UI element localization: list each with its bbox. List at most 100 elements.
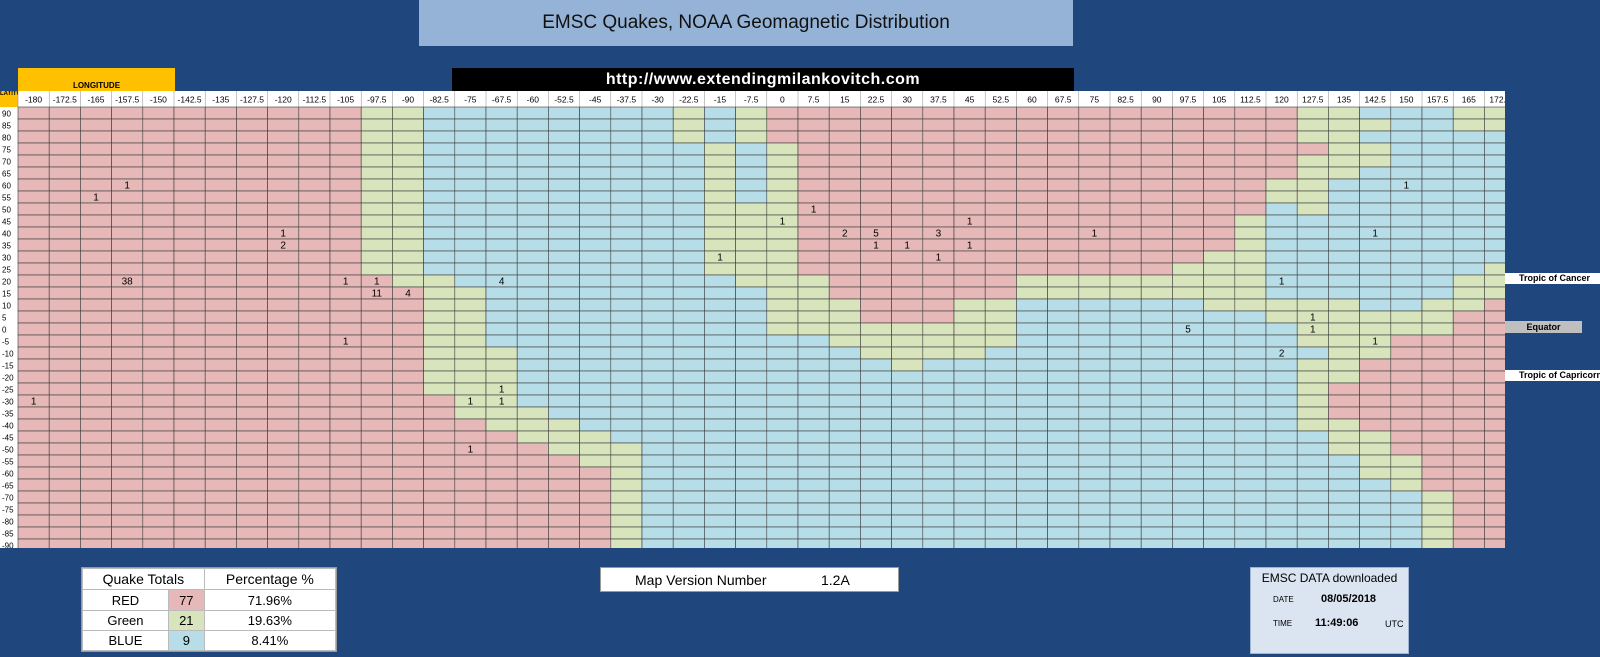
grid-cell: [204, 490, 237, 504]
grid-cell: [1016, 478, 1048, 492]
grid-cell: [485, 478, 518, 492]
grid-cell: [1359, 106, 1392, 120]
grid-cell: [1390, 394, 1423, 408]
grid-cell: [111, 130, 144, 144]
grid-cell: [1203, 298, 1236, 312]
grid-cell: [735, 442, 768, 456]
grid-cell: [236, 538, 268, 548]
grid-cell: [1296, 442, 1329, 456]
website-url[interactable]: http://www.extendingmilankovitch.com: [452, 68, 1074, 91]
grid-cell: [1078, 118, 1111, 132]
grid-cell: [204, 514, 237, 528]
grid-cell: [1452, 514, 1485, 528]
grid-cell: [267, 190, 300, 204]
grid-cell: [610, 118, 643, 132]
blue-percent: 8.41%: [203, 629, 337, 652]
latitude-tick: 25: [2, 266, 11, 275]
grid-cell: [860, 250, 892, 264]
grid-cell: [17, 106, 50, 120]
grid-cell: [48, 214, 81, 228]
grid-cell: [1328, 334, 1360, 348]
grid-cell: [735, 202, 768, 216]
grid-cell: [735, 454, 768, 468]
grid-cell: [860, 298, 892, 312]
grid-cell: [1359, 154, 1392, 168]
grid-cell: [485, 262, 518, 276]
grid-cell: [953, 334, 986, 348]
grid-cell: [641, 106, 674, 120]
grid-cell: [1328, 214, 1360, 228]
grid-cell: [111, 346, 144, 360]
grid-cell: [1016, 514, 1048, 528]
grid-cell: [641, 502, 674, 516]
grid-cell: [1390, 202, 1423, 216]
grid-cell: [641, 514, 674, 528]
grid-cell: [173, 442, 206, 456]
grid-cell: [516, 214, 549, 228]
grid-cell: [1265, 322, 1298, 336]
grid-cell: [1109, 106, 1142, 120]
grid-cell: [1203, 118, 1236, 132]
grid-cell: [1452, 490, 1485, 504]
grid-cell: [1265, 190, 1298, 204]
grid-cell: [704, 454, 736, 468]
grid-cell: [1265, 514, 1298, 528]
grid-cell: [860, 334, 892, 348]
grid-cell: [735, 118, 768, 132]
grid-cell: [1203, 454, 1236, 468]
grid-cell: [610, 202, 643, 216]
longitude-tick: -45: [589, 95, 602, 105]
longitude-tick: -157.5: [115, 95, 139, 105]
grid-cell: [204, 334, 237, 348]
grid-cell: [423, 310, 456, 324]
grid-cell: [828, 118, 861, 132]
grid-cell: [1016, 310, 1048, 324]
grid-cell: [142, 298, 175, 312]
grid-cell: [267, 154, 300, 168]
grid-cell: [1203, 478, 1236, 492]
grid-cell: [610, 394, 643, 408]
grid-cell: [610, 214, 643, 228]
grid-cell: [204, 310, 237, 324]
grid-cell: [80, 106, 112, 120]
grid-cell: [672, 202, 705, 216]
grid-cell: [1390, 442, 1423, 456]
grid-cell: [610, 154, 643, 168]
grid-cell: [860, 526, 892, 540]
grid-cell: [1296, 154, 1329, 168]
grid-cell: [1265, 490, 1298, 504]
grid-cell: [1421, 346, 1454, 360]
grid-cell: [1203, 190, 1236, 204]
grid-cell: [360, 466, 393, 480]
grid-cell: [1484, 442, 1505, 456]
grid-cell: [579, 310, 612, 324]
grid-cell: [1328, 190, 1360, 204]
grid-cell: [1016, 322, 1048, 336]
grid-cell: [1328, 298, 1360, 312]
grid-cell: [1140, 106, 1173, 120]
grid-cell: [80, 538, 112, 548]
grid-cell: [111, 394, 144, 408]
grid-cell: [1047, 310, 1080, 324]
grid-cell: [766, 538, 799, 548]
grid-cell: [891, 142, 924, 156]
grid-cell: [392, 406, 424, 420]
grid-cell: [516, 334, 549, 348]
grid-cell: [860, 370, 892, 384]
grid-cell: [1421, 538, 1454, 548]
grid-cell: [704, 382, 736, 396]
grid-cell: [1109, 154, 1142, 168]
latitude-tick: 0: [2, 326, 7, 335]
longitude-tick: 120: [1275, 95, 1289, 105]
grid-cell: [173, 454, 206, 468]
grid-cell: [984, 226, 1017, 240]
grid-cell: [1016, 370, 1048, 384]
grid-cell: [891, 310, 924, 324]
grid-cell: [267, 310, 300, 324]
grid-cell: [735, 166, 768, 180]
grid-cell: [984, 118, 1017, 132]
grid-cell: [1203, 130, 1236, 144]
grid-cell: [1140, 526, 1173, 540]
grid-cell: [173, 538, 206, 548]
grid-cell: [329, 226, 362, 240]
